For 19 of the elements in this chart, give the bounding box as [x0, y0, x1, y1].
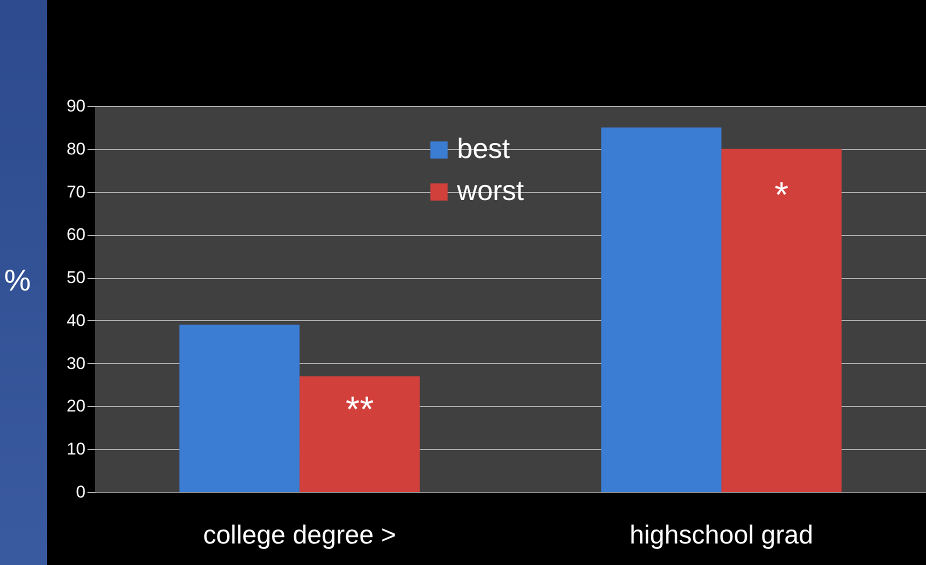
- y-axis-title: %: [4, 264, 31, 298]
- x-tick-label: highschool grad: [630, 520, 814, 550]
- y-tick-label: 30: [66, 354, 86, 373]
- bar: [179, 324, 300, 492]
- bar: [601, 127, 722, 492]
- annotation: *: [774, 174, 789, 216]
- y-tick-label: 70: [66, 182, 86, 202]
- y-tick-label: 10: [66, 440, 86, 459]
- y-tick-label: 50: [66, 268, 86, 288]
- x-tick-label: college degree >: [203, 520, 396, 550]
- y-tick-label: 0: [76, 482, 86, 502]
- y-tick-label: 80: [66, 139, 86, 158]
- y-tick-label: 90: [66, 96, 86, 116]
- y-tick-label: 20: [66, 396, 86, 416]
- y-tick-label: 60: [66, 225, 86, 244]
- bar: [300, 376, 420, 492]
- bar: [721, 148, 842, 492]
- y-tick-label: 40: [66, 310, 86, 330]
- annotation: **: [346, 388, 374, 430]
